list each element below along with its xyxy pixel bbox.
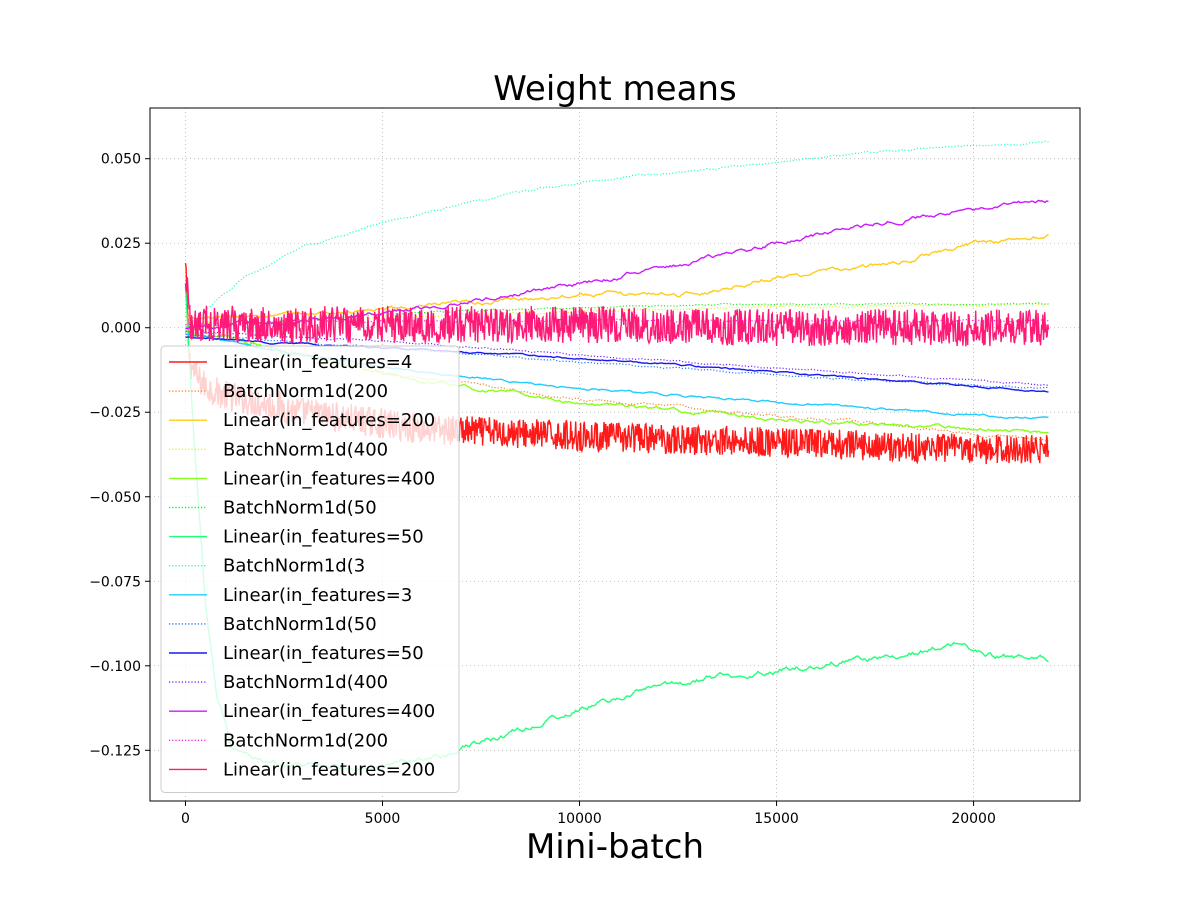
- y-tick-label: −0.100: [89, 659, 141, 675]
- series-lines: [184, 140, 1050, 773]
- x-tick-label: 5000: [365, 811, 401, 827]
- y-tick-label: 0.000: [101, 321, 141, 337]
- series-line: [185, 333, 1049, 389]
- legend-entry: Linear(in_features=3: [223, 585, 412, 606]
- series-line: [185, 336, 1049, 393]
- x-tick-label: 20000: [951, 811, 996, 827]
- y-tick-label: −0.075: [89, 574, 141, 590]
- legend-entry: BatchNorm1d(400: [223, 439, 388, 460]
- legend-entry: BatchNorm1d(50: [223, 614, 377, 635]
- axis-ticks: 0 5000 10000 15000 20000 0.050 0.025 0.000 −0.02…: [89, 152, 996, 827]
- x-tick-label: 0: [181, 811, 190, 827]
- series-line: [185, 302, 1049, 328]
- legend-entry: Linear(in_features=4: [223, 352, 412, 373]
- legend-box: [160, 345, 460, 793]
- legend: Linear(in_features=4 BatchNorm1d(200 Linea…: [160, 345, 460, 793]
- x-tick-label: 15000: [754, 811, 799, 827]
- legend-entry: BatchNorm1d(400: [223, 672, 388, 693]
- x-axis-label: Mini-batch: [526, 827, 704, 867]
- legend-entry: Linear(in_features=200: [223, 759, 435, 780]
- series-line: [184, 277, 1050, 347]
- y-tick-label: −0.125: [89, 743, 141, 759]
- series-line: [185, 199, 1049, 330]
- y-tick-label: 0.025: [101, 236, 141, 252]
- legend-entry: BatchNorm1d(50: [223, 498, 377, 519]
- legend-entry: BatchNorm1d(3: [223, 556, 365, 577]
- legend-entry: BatchNorm1d(200: [223, 381, 388, 402]
- legend-entry: Linear(in_features=50: [223, 527, 424, 548]
- series-line: [185, 318, 1049, 326]
- legend-entry: Linear(in_features=400: [223, 468, 435, 489]
- y-tick-label: 0.050: [101, 152, 141, 168]
- chart-title: Weight means: [493, 69, 736, 109]
- y-tick-label: −0.025: [89, 405, 141, 421]
- legend-entry: Linear(in_features=200: [223, 410, 435, 431]
- series-line: [185, 140, 1049, 328]
- legend-entry: BatchNorm1d(200: [223, 730, 388, 751]
- series-line: [185, 330, 1049, 386]
- x-tick-label: 10000: [557, 811, 602, 827]
- legend-entry: Linear(in_features=50: [223, 643, 424, 664]
- legend-entry: Linear(in_features=400: [223, 701, 435, 722]
- y-tick-label: −0.050: [89, 490, 141, 506]
- plot-area-frame: [149, 107, 1081, 802]
